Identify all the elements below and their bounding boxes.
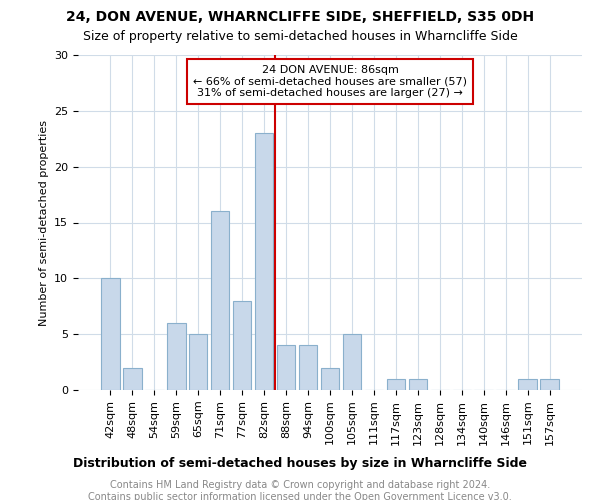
Bar	[233, 300, 251, 390]
Bar	[299, 346, 317, 390]
Text: Contains public sector information licensed under the Open Government Licence v3: Contains public sector information licen…	[88, 492, 512, 500]
Bar	[320, 368, 340, 390]
Y-axis label: Number of semi-detached properties: Number of semi-detached properties	[38, 120, 49, 326]
Bar	[123, 368, 142, 390]
Bar	[101, 278, 119, 390]
Text: 24, DON AVENUE, WHARNCLIFFE SIDE, SHEFFIELD, S35 0DH: 24, DON AVENUE, WHARNCLIFFE SIDE, SHEFFI…	[66, 10, 534, 24]
Bar	[409, 379, 427, 390]
Text: Distribution of semi-detached houses by size in Wharncliffe Side: Distribution of semi-detached houses by …	[73, 458, 527, 470]
Bar	[518, 379, 537, 390]
Bar	[211, 212, 229, 390]
Bar	[386, 379, 405, 390]
Text: 24 DON AVENUE: 86sqm
← 66% of semi-detached houses are smaller (57)
31% of semi-: 24 DON AVENUE: 86sqm ← 66% of semi-detac…	[193, 65, 467, 98]
Bar	[167, 323, 185, 390]
Bar	[541, 379, 559, 390]
Bar	[343, 334, 361, 390]
Bar	[189, 334, 208, 390]
Bar	[277, 346, 295, 390]
Text: Contains HM Land Registry data © Crown copyright and database right 2024.: Contains HM Land Registry data © Crown c…	[110, 480, 490, 490]
Text: Size of property relative to semi-detached houses in Wharncliffe Side: Size of property relative to semi-detach…	[83, 30, 517, 43]
Bar	[255, 133, 274, 390]
